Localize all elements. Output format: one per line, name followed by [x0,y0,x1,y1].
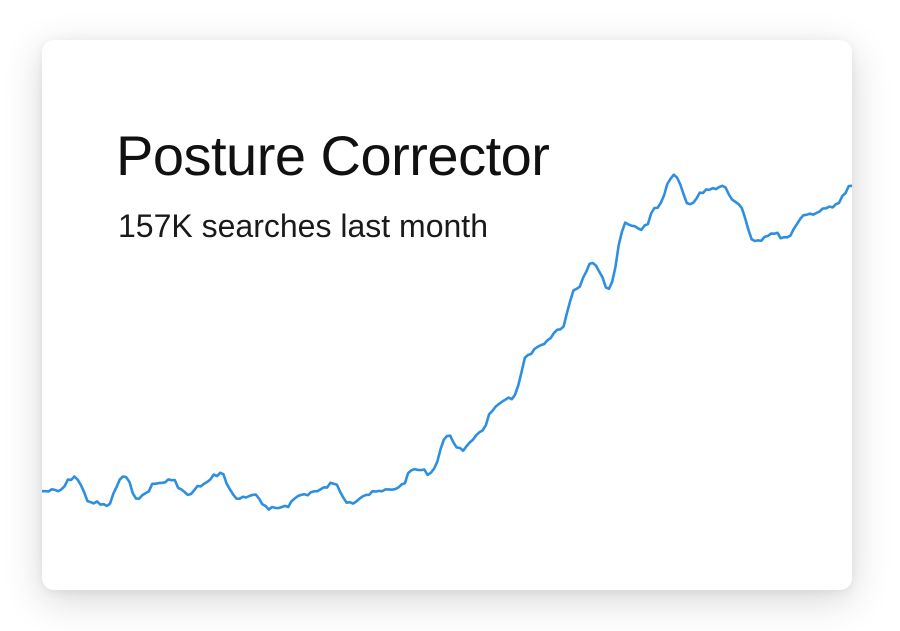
chart-subtitle: 157K searches last month [118,208,488,244]
chart-title: Posture Corrector [116,124,550,187]
series-line-search-interest [42,173,852,511]
chart-card: Posture Corrector 157K searches last mon… [42,40,852,590]
trend-chart [42,173,852,511]
